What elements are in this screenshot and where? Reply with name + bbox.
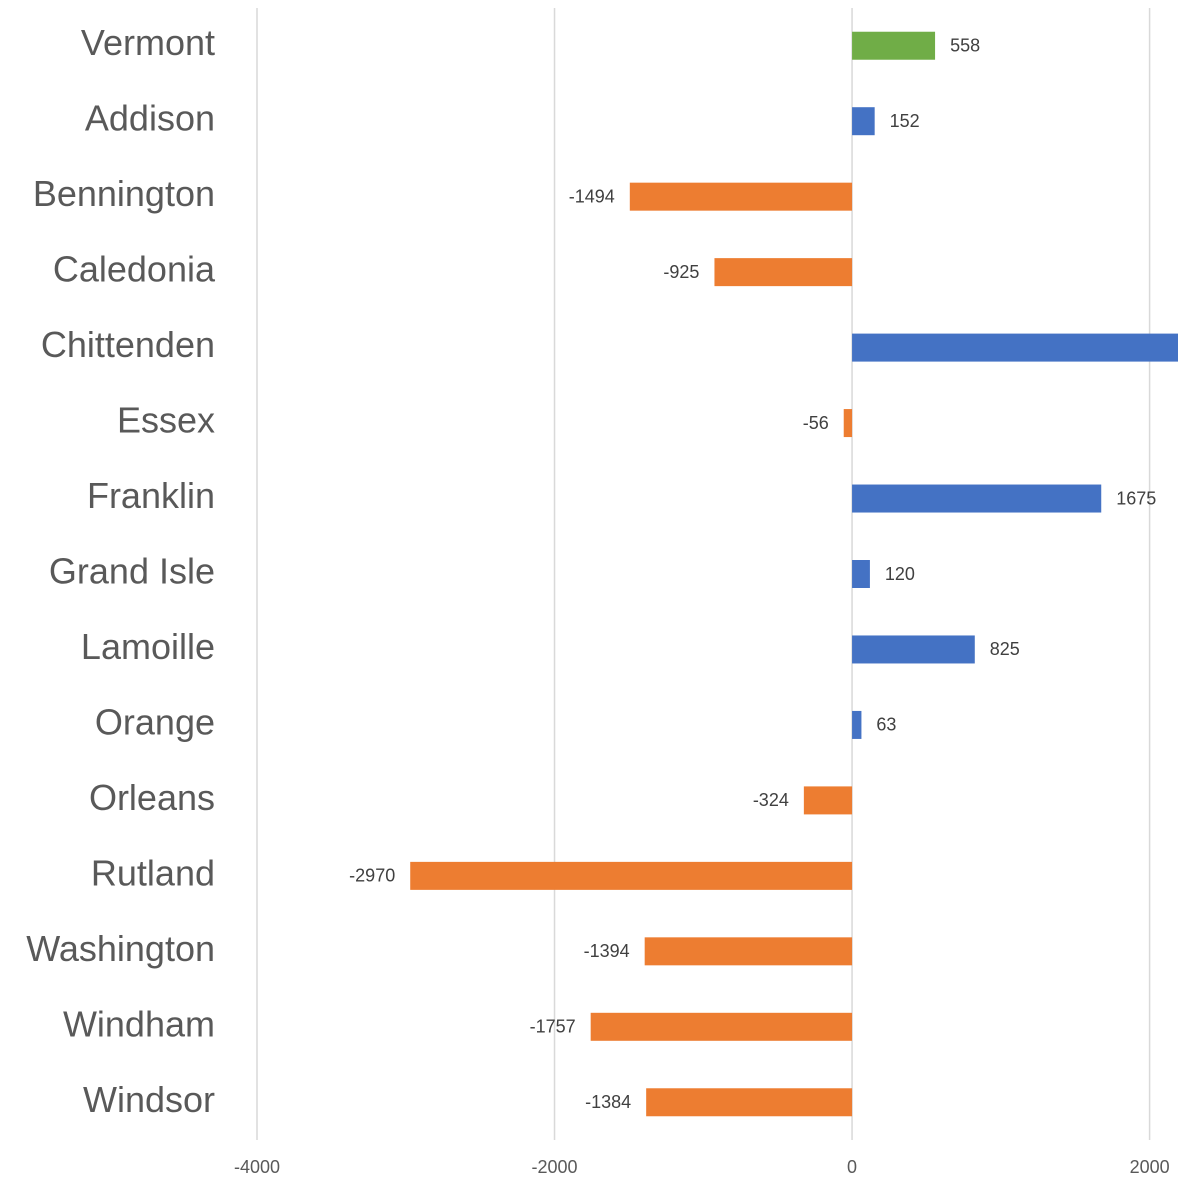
data-label: 825: [990, 639, 1020, 659]
data-label: -925: [663, 262, 699, 282]
bar: [646, 1088, 853, 1117]
data-label: 120: [885, 564, 915, 584]
y-tick-label: Windsor: [83, 1079, 215, 1120]
data-label: -1384: [585, 1092, 631, 1112]
data-label: -56: [803, 413, 829, 433]
y-tick-label: Lamoille: [81, 626, 215, 667]
bar: [852, 107, 875, 136]
data-label: -2970: [349, 866, 395, 886]
bar: [410, 861, 853, 890]
bar: [852, 333, 1178, 362]
y-tick-label: Windham: [63, 1003, 215, 1044]
y-tick-label: Orange: [95, 701, 215, 742]
y-tick-label: Orleans: [89, 777, 215, 818]
bar: [644, 937, 853, 966]
data-label: -1494: [569, 186, 615, 206]
data-label: 558: [950, 35, 980, 55]
bar: [852, 710, 862, 739]
bar: [843, 409, 853, 438]
data-label: 1675: [1116, 488, 1156, 508]
bar: [852, 31, 936, 60]
x-tick-label: 0: [847, 1157, 857, 1177]
y-tick-label: Rutland: [91, 852, 215, 893]
data-label: -1757: [530, 1017, 576, 1037]
y-tick-label: Chittenden: [41, 324, 215, 365]
data-label: -324: [753, 790, 789, 810]
y-tick-label: Bennington: [33, 173, 215, 214]
data-label: 63: [876, 715, 896, 735]
x-tick-label: 2000: [1130, 1157, 1170, 1177]
x-tick-label: -4000: [234, 1157, 280, 1177]
y-tick-label: Addison: [85, 98, 215, 139]
y-tick-label: Caledonia: [53, 249, 216, 290]
bar: [852, 484, 1102, 513]
bar: [803, 786, 853, 815]
bar: [629, 182, 853, 211]
bar: [714, 258, 853, 287]
y-tick-label: Washington: [26, 928, 215, 969]
y-tick-label: Franklin: [87, 475, 215, 516]
y-tick-label: Essex: [117, 400, 215, 441]
x-tick-label: -2000: [532, 1157, 578, 1177]
data-label: 152: [890, 111, 920, 131]
data-label: -1394: [584, 941, 630, 961]
bar: [590, 1012, 853, 1041]
y-tick-label: Grand Isle: [49, 551, 215, 592]
y-tick-label: Vermont: [81, 22, 215, 63]
bar: [852, 560, 870, 588]
bar: [852, 635, 975, 664]
